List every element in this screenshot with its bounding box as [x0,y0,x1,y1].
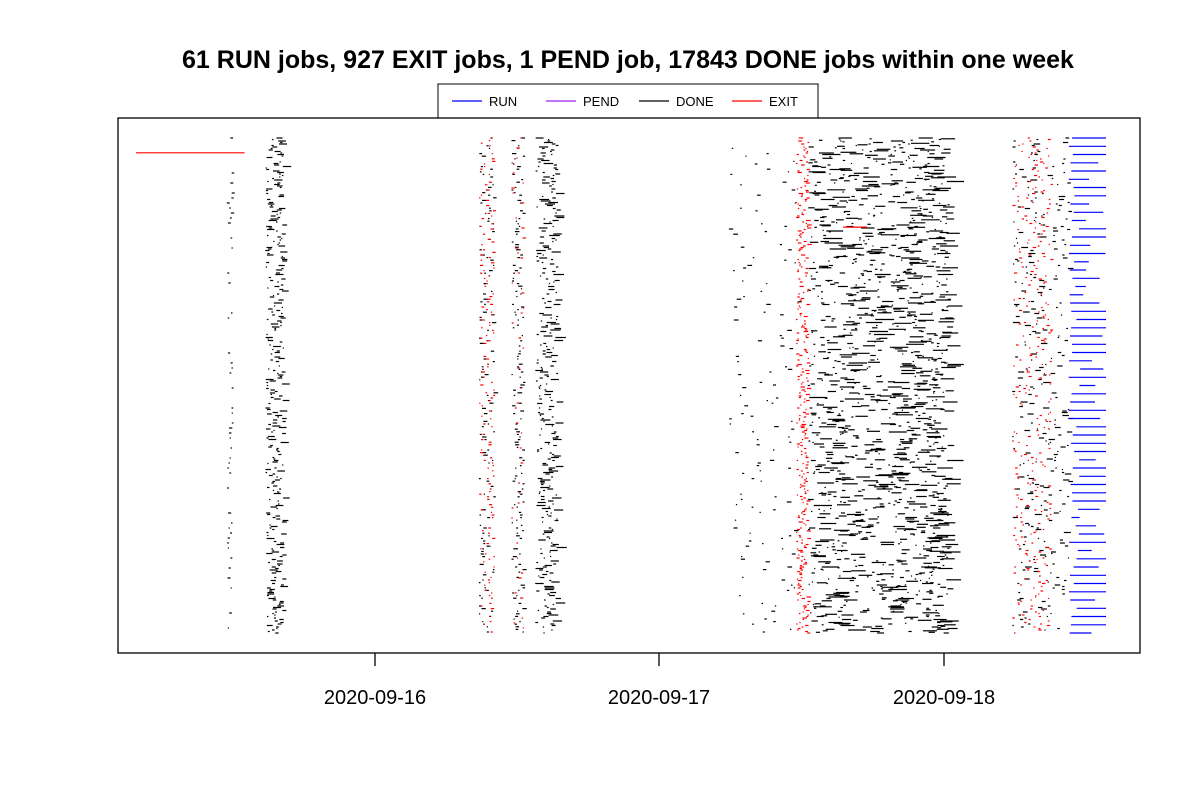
x-tick-label-1: 2020-09-17 [608,687,710,709]
legend-label-done: DONE [676,94,714,109]
legend-label-run: RUN [489,94,517,109]
x-tick-label-2: 2020-09-18 [893,687,995,709]
x-tick-label-0: 2020-09-16 [324,687,426,709]
legend-label-pend: PEND [583,94,619,109]
legend: RUN PEND DONE EXIT [437,83,819,119]
plot-frame [117,117,1141,654]
x-axis: 2020-09-16 2020-09-17 2020-09-18 [324,653,995,709]
chart-title: 61 RUN jobs, 927 EXIT jobs, 1 PEND job, … [182,46,1074,74]
legend-label-exit: EXIT [769,94,798,109]
job-marks [135,137,1106,634]
